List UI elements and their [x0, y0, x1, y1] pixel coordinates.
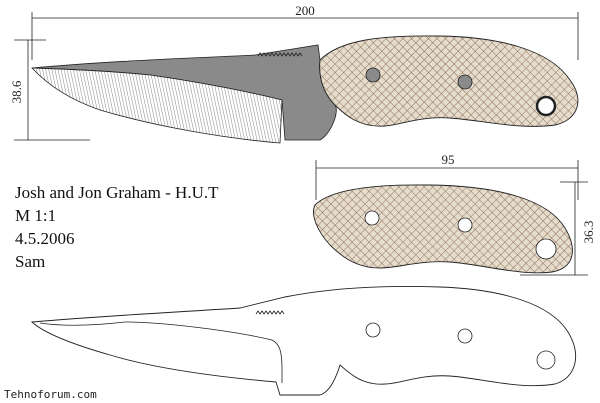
blade-edge-bevel	[31, 67, 283, 144]
outline-lanyard-hole	[536, 350, 556, 370]
pin-hole-middle	[457, 74, 473, 90]
knife-side-view-shaded	[31, 35, 579, 144]
dimension-label-200: 200	[295, 3, 315, 18]
knife-outline-shape	[30, 285, 576, 396]
knife-outline-view	[30, 285, 576, 396]
date-label: 4.5.2006	[15, 229, 75, 248]
lanyard-hole	[535, 95, 557, 117]
handle-scale-view	[313, 184, 573, 274]
outline-pin-hole-1	[365, 322, 381, 338]
spine-serrations	[257, 52, 303, 57]
dimension-label-95: 95	[442, 152, 455, 167]
outline-serrations	[255, 310, 285, 315]
dimension-height-36-3: 36.3	[520, 181, 596, 276]
dimension-label-38-6: 38.6	[9, 80, 24, 103]
edge-line	[39, 321, 126, 326]
handle-scale-shape	[313, 184, 573, 274]
dimension-length-95: 95	[315, 152, 579, 200]
handle-lanyard-hole	[535, 238, 557, 260]
dimension-length-200: 200	[31, 3, 579, 60]
makers-label: Josh and Jon Graham - H.U.T	[15, 183, 219, 202]
handle-pin-hole-1	[364, 210, 380, 226]
blade-grind-line	[124, 321, 283, 383]
handle-scale-top	[319, 35, 579, 127]
scale-label: M 1:1	[15, 206, 57, 225]
dimension-label-36-3: 36.3	[581, 221, 596, 244]
dimension-height-38-6: 38.6	[9, 39, 90, 141]
model-name-label: Sam	[15, 252, 46, 271]
watermark: Tehnoforum.com	[4, 388, 97, 401]
pin-hole-front	[365, 67, 381, 83]
handle-pin-hole-2	[457, 217, 473, 233]
outline-pin-hole-2	[457, 328, 473, 344]
